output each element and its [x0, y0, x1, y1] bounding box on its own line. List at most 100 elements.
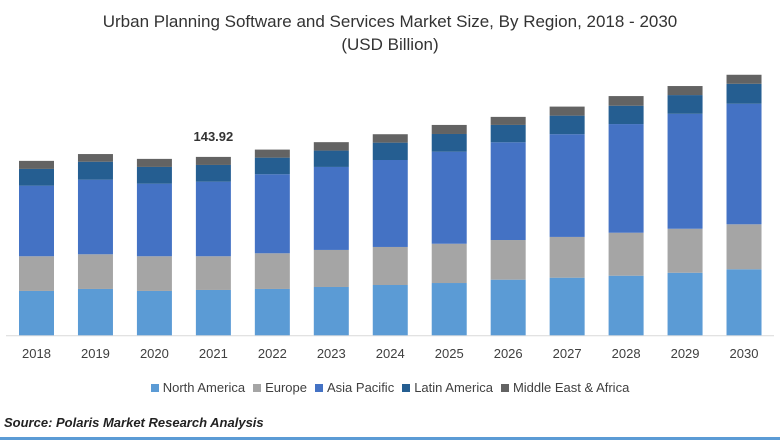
legend-swatch: [402, 384, 411, 392]
bar-segment-north-america-2023: [313, 286, 349, 336]
x-tick-label: 2020: [140, 346, 169, 361]
bar-segment-north-america-2028: [608, 275, 644, 336]
bottom-divider: [0, 437, 780, 440]
legend-label: Middle East & Africa: [512, 380, 630, 395]
bar-segment-latin-america-2019: [77, 161, 113, 180]
bar-segment-latin-america-2028: [608, 105, 644, 125]
bar-segment-latin-america-2023: [313, 150, 349, 167]
legend-label: Asia Pacific: [327, 380, 395, 395]
bar-segment-latin-america-2020: [136, 166, 172, 184]
bar-segment-latin-america-2029: [667, 95, 703, 114]
bar-segment-europe-2022: [254, 253, 290, 289]
x-tick-label: 2026: [494, 346, 523, 361]
bar-segment-europe-2027: [549, 236, 585, 278]
bar-segment-asia-pacific-2027: [549, 134, 585, 237]
bar-segment-north-america-2018: [19, 290, 54, 336]
bar-segment-north-america-2024: [372, 285, 408, 336]
bar-segment-latin-america-2027: [549, 115, 585, 135]
bar-segment-asia-pacific-2019: [77, 179, 113, 255]
legend-item: Asia Pacific: [315, 380, 394, 395]
bar-segment-middle-east-africa-2019: [77, 154, 113, 162]
bar-segment-north-america-2030: [726, 269, 762, 336]
bar-segment-asia-pacific-2021: [195, 181, 231, 257]
bar-segment-europe-2020: [136, 256, 172, 291]
bar-segment-north-america-2029: [667, 272, 703, 336]
bar-segment-north-america-2019: [77, 288, 113, 336]
bar-segment-middle-east-africa-2025: [431, 124, 467, 134]
x-tick-label: 2018: [22, 346, 51, 361]
legend-label: Europe: [265, 380, 307, 395]
x-tick-label: 2021: [199, 346, 228, 361]
data-label: 143.92: [193, 129, 233, 144]
bar-segment-europe-2025: [431, 243, 467, 284]
legend-item: Middle East & Africa: [500, 380, 630, 395]
legend-item: Latin America: [402, 380, 493, 395]
bar-segment-latin-america-2026: [490, 124, 526, 143]
bar-segment-middle-east-africa-2028: [608, 96, 644, 106]
bar-segment-middle-east-africa-2020: [136, 158, 172, 167]
bar-segment-middle-east-africa-2024: [372, 134, 408, 143]
bar-segment-europe-2021: [195, 256, 231, 290]
bar-segment-asia-pacific-2020: [136, 183, 172, 257]
legend-swatch: [150, 384, 159, 392]
bar-segment-middle-east-africa-2023: [313, 142, 349, 151]
x-tick-label: 2019: [81, 346, 110, 361]
bar-segment-europe-2026: [490, 240, 526, 280]
legend-item: Europe: [253, 380, 307, 395]
bar-segment-latin-america-2030: [726, 83, 762, 104]
x-tick-label: 2029: [671, 346, 700, 361]
bar-segment-europe-2029: [667, 228, 703, 273]
bar-segment-europe-2023: [313, 249, 349, 287]
bar-segment-europe-2024: [372, 246, 408, 286]
x-tick-label: 2027: [553, 346, 582, 361]
bar-segment-middle-east-africa-2029: [667, 86, 703, 96]
legend-swatch: [253, 384, 262, 392]
bar-segment-asia-pacific-2026: [490, 142, 526, 241]
x-tick-label: 2024: [376, 346, 405, 361]
bar-segment-north-america-2025: [431, 283, 467, 336]
bar-segment-asia-pacific-2030: [726, 103, 762, 225]
bar-segment-north-america-2027: [549, 277, 585, 336]
stacked-bar-chart: 2018 2019 2020 2021 143.92 2022 2023 2024 2025 20…: [6, 74, 774, 361]
x-tick-label: 2028: [612, 346, 641, 361]
bar-segment-north-america-2021: [195, 289, 231, 336]
x-tick-label: 2025: [435, 346, 464, 361]
bar-segment-asia-pacific-2025: [431, 151, 467, 244]
legend-item: North America: [150, 380, 246, 395]
bar-segment-middle-east-africa-2022: [254, 149, 290, 158]
bar-segment-middle-east-africa-2021: [195, 156, 231, 165]
bar-segment-europe-2018: [19, 256, 54, 291]
bar-segment-middle-east-africa-2026: [490, 116, 526, 125]
bar-segment-north-america-2020: [136, 290, 172, 336]
bar-segment-latin-america-2021: [195, 164, 231, 182]
source-note: Source: Polaris Market Research Analysis: [4, 415, 264, 430]
bar-segment-asia-pacific-2028: [608, 124, 644, 233]
bar-segment-asia-pacific-2022: [254, 174, 290, 254]
bar-segment-europe-2028: [608, 232, 644, 276]
x-tick-label: 2023: [317, 346, 346, 361]
bar-segment-asia-pacific-2018: [19, 185, 54, 257]
legend-label: Latin America: [414, 380, 493, 395]
bar-segment-middle-east-africa-2027: [549, 106, 585, 116]
bar-segment-asia-pacific-2029: [667, 113, 703, 229]
chart-title: Urban Planning Software and Services Mar…: [0, 10, 780, 56]
title-text: Urban Planning Software and Services Mar…: [102, 12, 678, 31]
bar-segment-north-america-2026: [490, 279, 526, 336]
bar-segment-middle-east-africa-2018: [19, 160, 54, 169]
bar-segment-latin-america-2024: [372, 142, 408, 160]
bar-segment-latin-america-2025: [431, 133, 467, 152]
legend: North America Europe Asia Pacific Latin Ame…: [0, 380, 780, 395]
bar-segment-europe-2019: [77, 254, 113, 289]
bar-segment-latin-america-2022: [254, 157, 290, 175]
subtitle-text: (USD Billion): [341, 35, 439, 54]
legend-label: North America: [162, 380, 246, 395]
x-tick-label: 2022: [258, 346, 287, 361]
bar-segment-asia-pacific-2023: [313, 166, 349, 250]
bar-segment-asia-pacific-2024: [372, 159, 408, 247]
x-tick-label: 2030: [730, 346, 759, 361]
bar-segment-north-america-2022: [254, 288, 290, 336]
bar-segment-middle-east-africa-2030: [726, 74, 762, 84]
legend-swatch: [500, 384, 509, 392]
legend-swatch: [315, 384, 323, 392]
bar-segment-latin-america-2018: [19, 168, 54, 186]
